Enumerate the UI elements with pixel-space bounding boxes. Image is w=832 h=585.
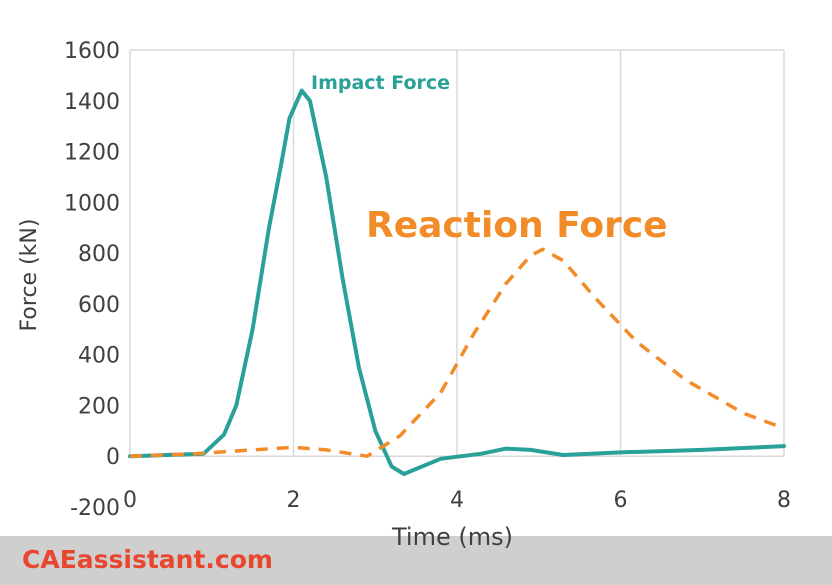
series-line-reaction-force xyxy=(129,247,785,458)
grid-lines xyxy=(129,49,785,457)
y-tick-label: 400 xyxy=(78,344,120,369)
y-tick-label: 1200 xyxy=(64,141,120,166)
x-tick-label: 0 xyxy=(123,488,137,513)
impact-force-annotation: Impact Force xyxy=(311,72,450,94)
x-tick-label: 6 xyxy=(614,488,628,513)
brand-footer: CAEassistant.com xyxy=(0,536,832,585)
y-tick-label: 1000 xyxy=(64,191,120,216)
y-tick-labels: -200 0 200 400 600 800 1000 1200 1400 1600 xyxy=(64,39,120,521)
y-tick-label: 1600 xyxy=(64,39,120,64)
brand-name: CAEassistant.com xyxy=(22,545,273,574)
y-tick-label: 0 xyxy=(106,445,120,470)
y-tick-label: 800 xyxy=(78,242,120,267)
x-axis-label: Time (ms) xyxy=(392,523,513,551)
y-tick-label: -200 xyxy=(70,496,120,521)
series-lines xyxy=(128,88,786,476)
reaction-force-annotation: Reaction Force xyxy=(366,205,668,246)
y-tick-label: 600 xyxy=(78,293,120,318)
x-tick-label: 2 xyxy=(287,488,301,513)
x-tick-labels: 0 2 4 6 8 xyxy=(123,488,791,513)
x-tick-label: 4 xyxy=(450,488,464,513)
y-tick-label: 200 xyxy=(78,394,120,419)
series-line-impact-force xyxy=(128,88,786,476)
y-axis-label: Force (kN) xyxy=(17,219,42,332)
y-tick-label: 1400 xyxy=(64,90,120,115)
x-tick-label: 8 xyxy=(777,488,791,513)
